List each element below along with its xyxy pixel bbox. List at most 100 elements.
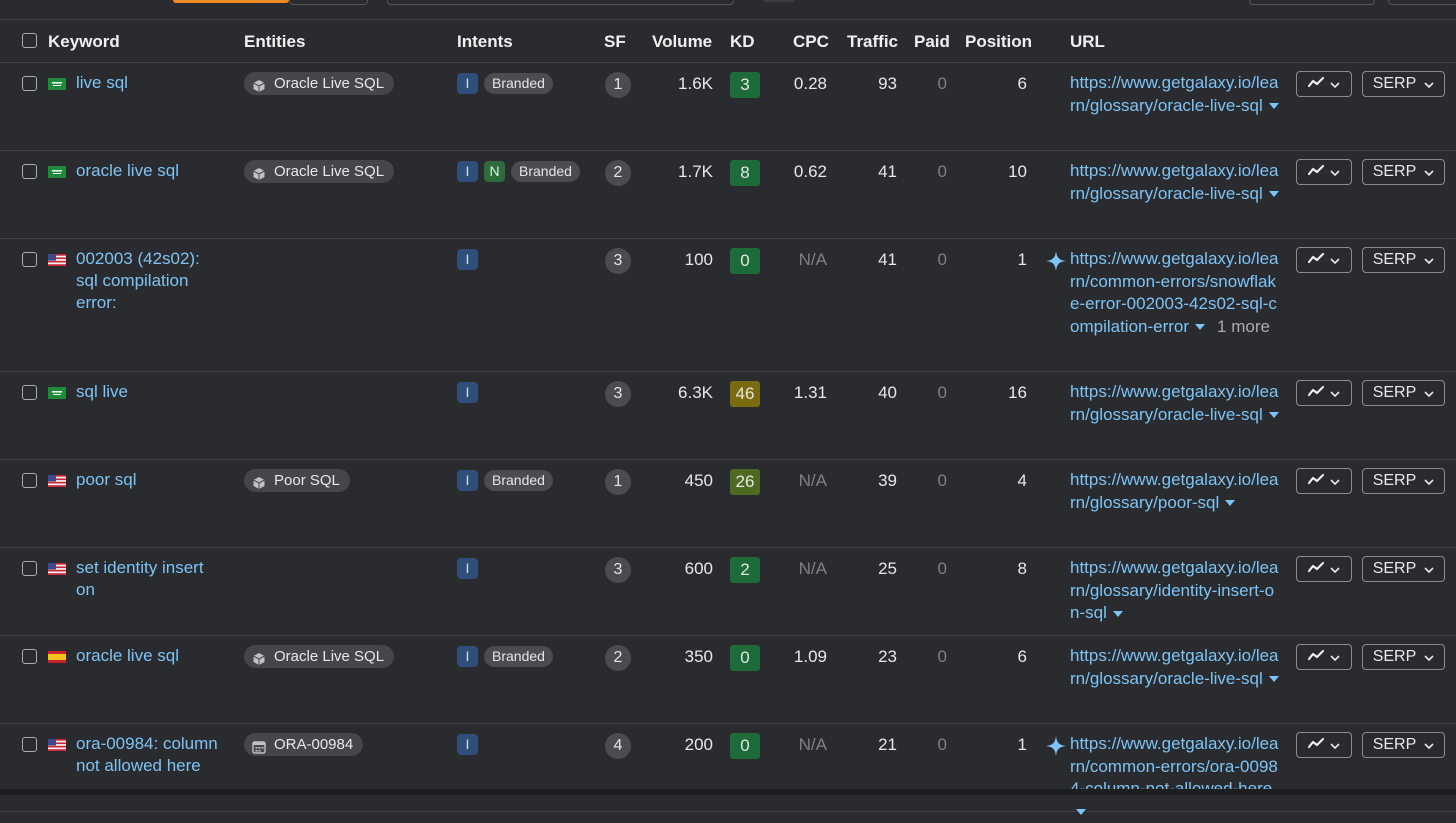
cpc-value: 1.31 xyxy=(793,383,827,402)
chevron-down-icon xyxy=(1424,251,1434,269)
serp-button[interactable]: SERP xyxy=(1362,159,1445,185)
url-link[interactable]: https://www.getgalaxy.io/learn/glossary/… xyxy=(1070,382,1279,424)
column-header-entities[interactable]: Entities xyxy=(244,32,306,51)
trend-line-icon xyxy=(1307,384,1325,402)
serp-features-count[interactable]: 2 xyxy=(605,645,631,671)
url-link[interactable]: https://www.getgalaxy.io/learn/glossary/… xyxy=(1070,558,1279,622)
url-cell: https://www.getgalaxy.io/learn/glossary/… xyxy=(1070,469,1280,514)
toolbar-button-export[interactable] xyxy=(1388,0,1456,5)
serp-features-count[interactable]: 3 xyxy=(605,381,631,407)
volume-value: 100 xyxy=(684,250,713,269)
keyword-link[interactable]: oracle live sql xyxy=(76,646,179,665)
column-header-paid[interactable]: Paid xyxy=(914,32,950,51)
toolbar-button[interactable] xyxy=(289,0,368,5)
keyword-link[interactable]: sql live xyxy=(76,382,128,401)
intent-badges: I Branded xyxy=(457,470,559,491)
cpc-value: 0.28 xyxy=(793,74,827,93)
select-all-checkbox[interactable] xyxy=(22,33,37,48)
column-header-keyword[interactable]: Keyword xyxy=(48,32,120,51)
column-header-url[interactable]: URL xyxy=(1070,32,1105,51)
paid-value: 0 xyxy=(937,647,947,666)
table-row: sql live I 3 6.3K 46 1.31 40 0 16 https://www.get… xyxy=(0,371,1456,460)
row-checkbox[interactable] xyxy=(22,252,37,267)
intent-badge-informational: I xyxy=(457,558,478,579)
caret-down-icon[interactable] xyxy=(1268,103,1279,110)
row-checkbox[interactable] xyxy=(22,385,37,400)
column-header-intents[interactable]: Intents xyxy=(457,32,513,51)
column-header-cpc[interactable]: CPC xyxy=(793,32,829,51)
filter-input[interactable] xyxy=(387,0,734,5)
branded-badge: Branded xyxy=(484,646,553,667)
entity-chip[interactable]: Poor SQL xyxy=(244,469,350,492)
traffic-value: 25 xyxy=(878,559,897,578)
caret-down-icon[interactable] xyxy=(1268,191,1279,198)
url-link[interactable]: https://www.getgalaxy.io/learn/glossary/… xyxy=(1070,646,1279,688)
trend-line-icon xyxy=(1307,736,1325,754)
entity-chip[interactable]: ORA-00984 xyxy=(244,733,364,756)
row-checkbox[interactable] xyxy=(22,164,37,179)
trend-chart-button[interactable] xyxy=(1296,556,1352,582)
serp-features-count[interactable]: 4 xyxy=(605,733,631,759)
url-link[interactable]: https://www.getgalaxy.io/learn/glossary/… xyxy=(1070,161,1279,203)
us-flag xyxy=(48,254,66,266)
trend-chart-button[interactable] xyxy=(1296,732,1352,758)
serp-features-count[interactable]: 2 xyxy=(605,160,631,186)
toolbar-toggle[interactable] xyxy=(762,0,796,2)
active-tab-indicator[interactable] xyxy=(173,0,289,3)
column-header-traffic[interactable]: Traffic xyxy=(847,32,899,51)
serp-features-count[interactable]: 1 xyxy=(605,72,631,98)
keyword-link[interactable]: ora-00984: column not allowed here xyxy=(76,734,218,775)
serp-features-count[interactable]: 3 xyxy=(605,248,631,274)
trend-chart-button[interactable] xyxy=(1296,380,1352,406)
caret-down-icon[interactable] xyxy=(1076,809,1086,816)
serp-button[interactable]: SERP xyxy=(1362,380,1445,406)
caret-down-icon[interactable] xyxy=(1195,324,1206,331)
serp-features-count[interactable]: 1 xyxy=(605,469,631,495)
trend-chart-button[interactable] xyxy=(1296,644,1352,670)
keyword-link[interactable]: oracle live sql xyxy=(76,161,179,180)
column-header-sf[interactable]: SF xyxy=(604,32,626,51)
url-link[interactable]: https://www.getgalaxy.io/learn/glossary/… xyxy=(1070,470,1279,512)
serp-button[interactable]: SERP xyxy=(1362,71,1445,97)
trend-chart-button[interactable] xyxy=(1296,71,1352,97)
row-checkbox[interactable] xyxy=(22,649,37,664)
position-value: 6 xyxy=(1017,647,1027,666)
entity-chip[interactable]: Oracle Live SQL xyxy=(244,72,395,95)
keyword-link[interactable]: set identity insert on xyxy=(76,558,204,599)
us-flag xyxy=(48,475,66,487)
caret-down-icon[interactable] xyxy=(1225,500,1236,507)
column-header-kd[interactable]: KD xyxy=(730,32,755,51)
keyword-link[interactable]: poor sql xyxy=(76,470,137,489)
es-flag xyxy=(48,651,66,663)
url-link[interactable]: https://www.getgalaxy.io/learn/glossary/… xyxy=(1070,73,1279,115)
entity-chip[interactable]: Oracle Live SQL xyxy=(244,645,395,668)
column-header-volume[interactable]: Volume xyxy=(652,32,713,51)
entity-chip[interactable]: Oracle Live SQL xyxy=(244,160,395,183)
keyword-link[interactable]: live sql xyxy=(76,73,128,92)
row-checkbox[interactable] xyxy=(22,76,37,91)
caret-down-icon[interactable] xyxy=(1112,610,1123,617)
trend-chart-button[interactable] xyxy=(1296,468,1352,494)
keyword-link[interactable]: 002003 (42s02): sql compilation error: xyxy=(76,249,200,312)
trend-chart-button[interactable] xyxy=(1296,247,1352,273)
row-checkbox[interactable] xyxy=(22,561,37,576)
intent-badges: I Branded xyxy=(457,646,559,667)
caret-down-icon[interactable] xyxy=(1268,412,1279,419)
row-checkbox[interactable] xyxy=(22,473,37,488)
serp-button[interactable]: SERP xyxy=(1362,247,1445,273)
url-link[interactable]: https://www.getgalaxy.io/learn/common-er… xyxy=(1070,249,1279,336)
column-header-position[interactable]: Position xyxy=(965,32,1033,51)
serp-button[interactable]: SERP xyxy=(1362,732,1445,758)
serp-features-count[interactable]: 3 xyxy=(605,557,631,583)
row-checkbox[interactable] xyxy=(22,737,37,752)
serp-button[interactable]: SERP xyxy=(1362,468,1445,494)
top-toolbar xyxy=(0,0,1456,20)
toolbar-button-right[interactable] xyxy=(1249,0,1375,5)
horizontal-scrollbar[interactable] xyxy=(0,789,1456,795)
more-urls-link[interactable]: 1 more xyxy=(1217,316,1270,336)
entity-label: Oracle Live SQL xyxy=(274,163,385,180)
serp-button[interactable]: SERP xyxy=(1362,644,1445,670)
trend-chart-button[interactable] xyxy=(1296,159,1352,185)
caret-down-icon[interactable] xyxy=(1268,676,1279,683)
serp-button[interactable]: SERP xyxy=(1362,556,1445,582)
